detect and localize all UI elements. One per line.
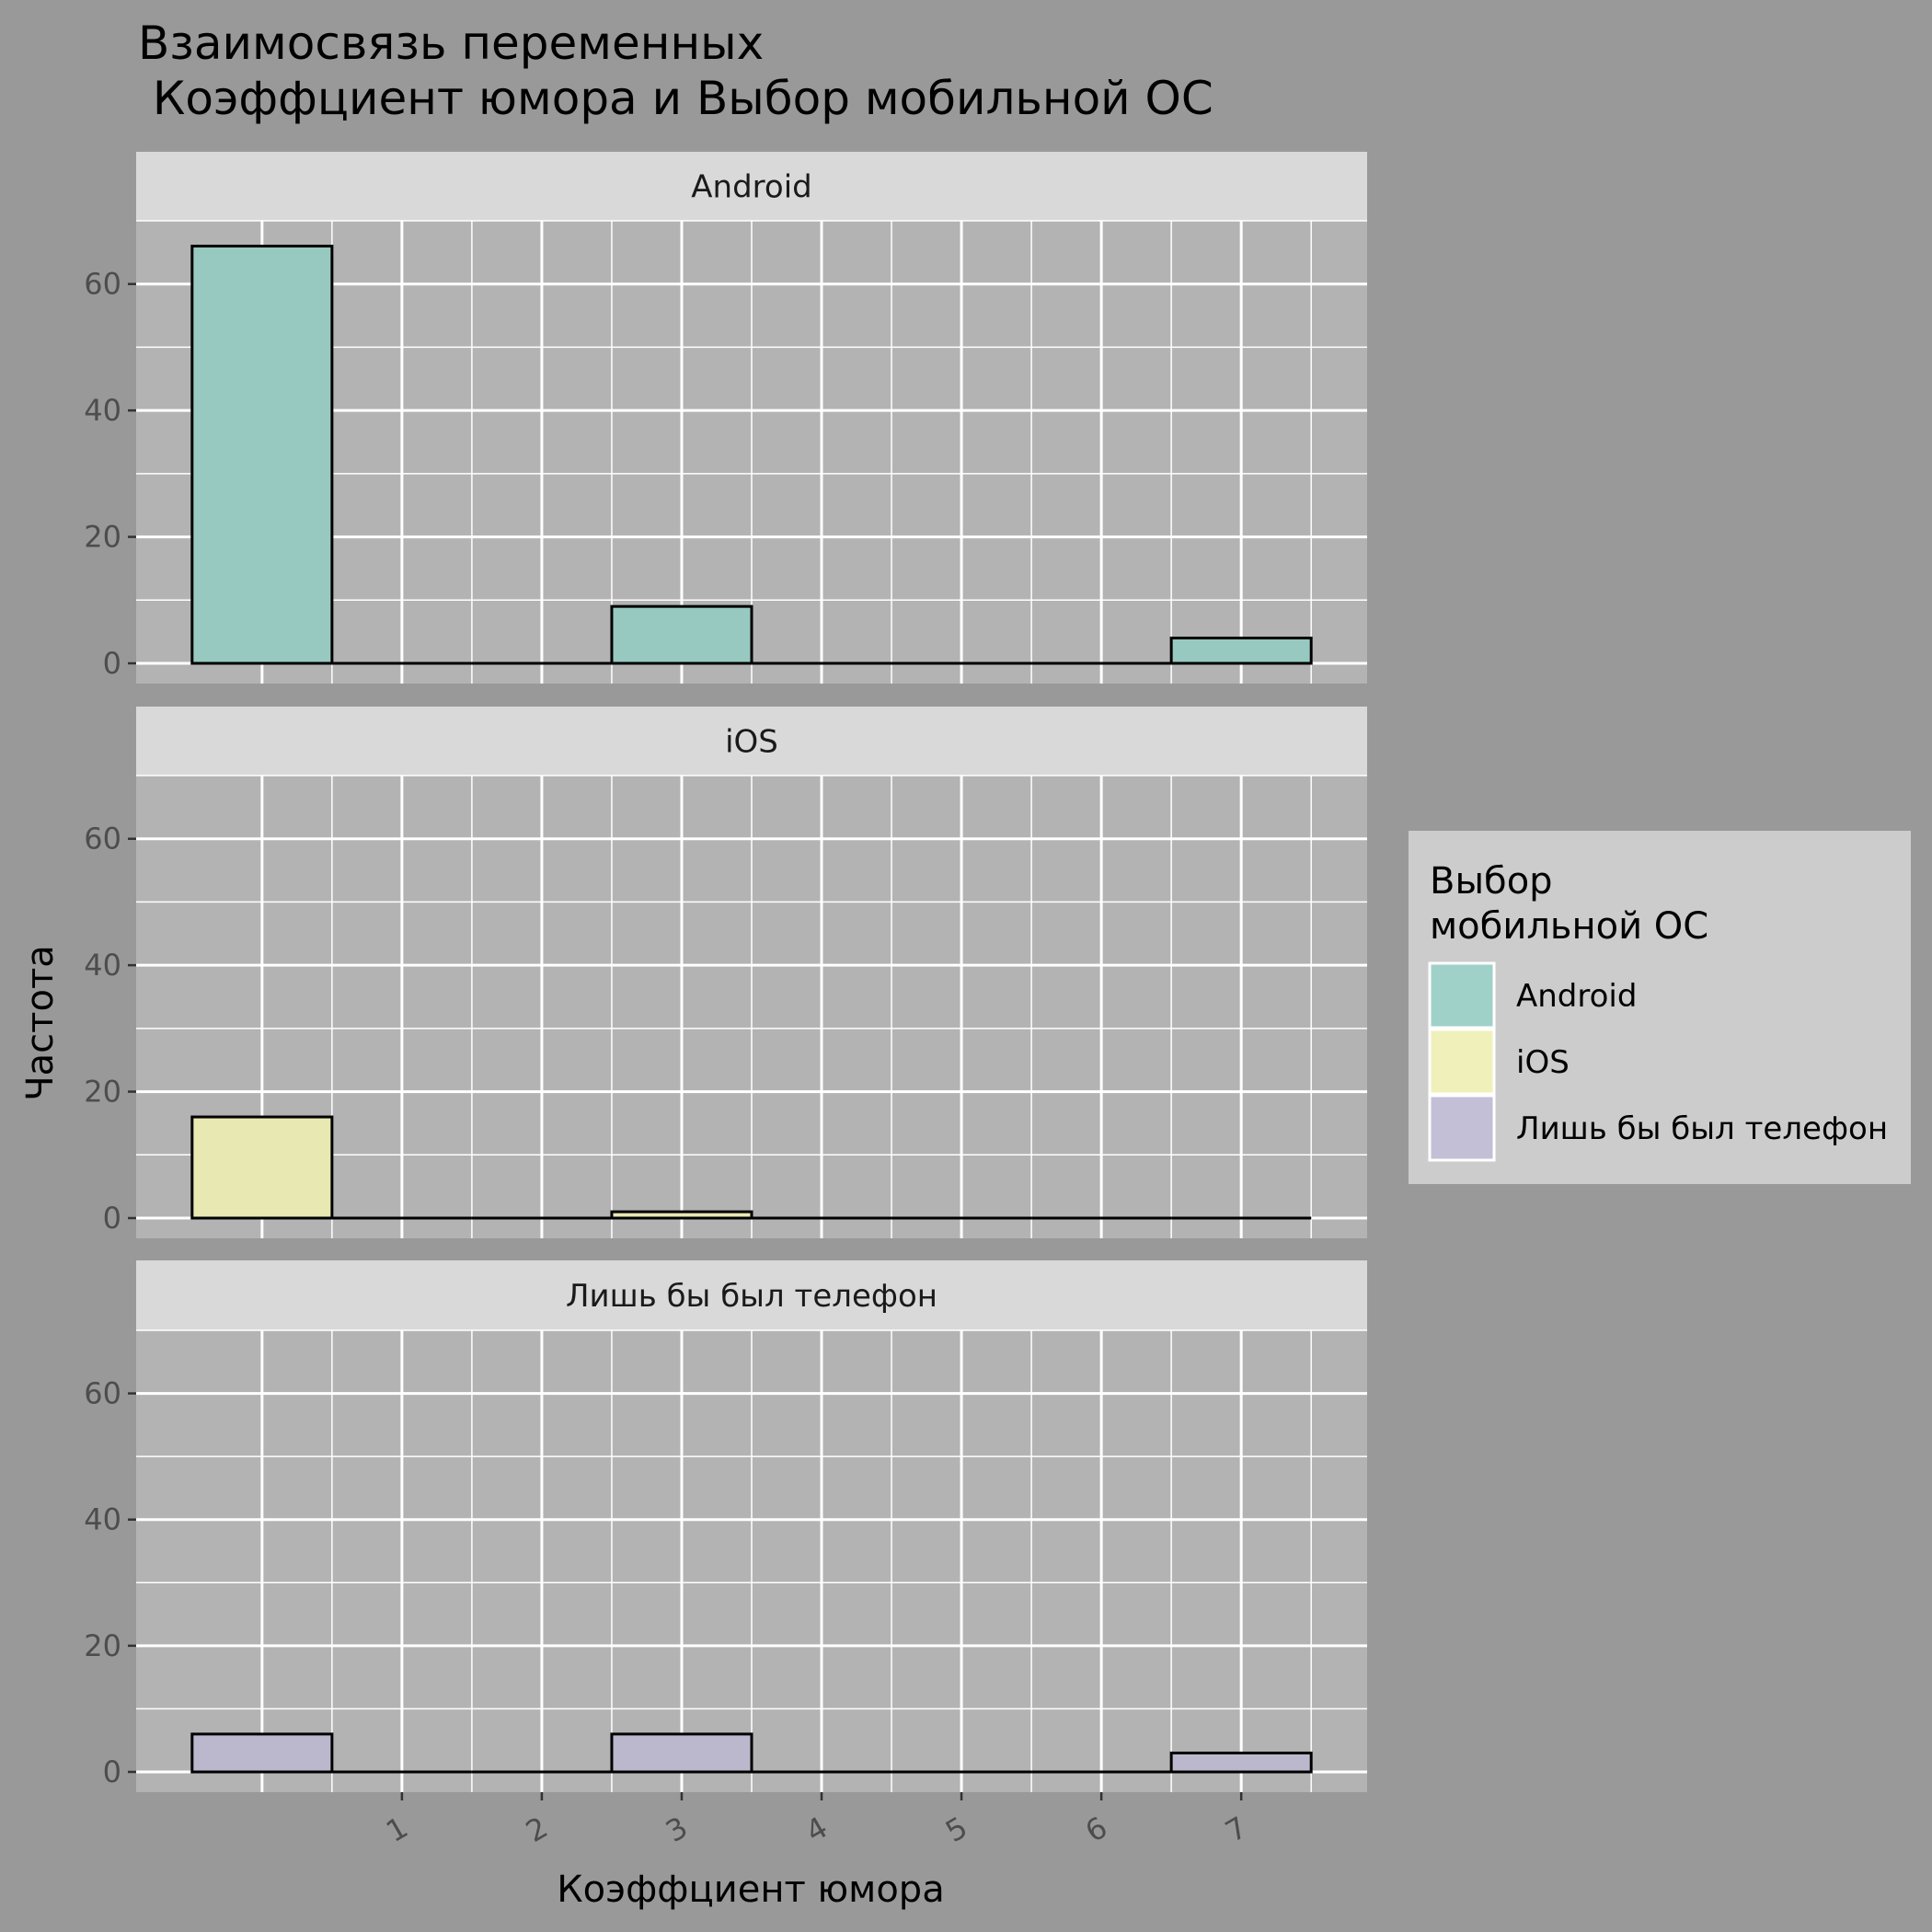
facet-panel-3: Лишь бы был телефон 0 20 40 60	[84, 1260, 1367, 1792]
chart-title-line-2: Коэффциент юмора и Выбор мобильной ОС	[138, 72, 1213, 125]
y-tick-label: 0	[103, 646, 121, 681]
chart-title: Взаимосвязь переменных Коэффциент юмора …	[138, 17, 1213, 125]
histogram-bar	[1169, 637, 1313, 665]
facet-strip-background	[136, 1260, 1367, 1330]
histogram-bar	[190, 1732, 334, 1774]
facet-panel-1: Android 0 20 40 60	[84, 152, 1367, 684]
legend-key-swatch	[1428, 961, 1496, 1029]
facet-strip-background	[136, 152, 1367, 221]
histogram-bar	[190, 244, 334, 665]
legend-key-label: Лишь бы был телефон	[1516, 1110, 1888, 1147]
y-tick-label: 40	[84, 948, 121, 983]
legend-key-swatch	[1428, 1094, 1496, 1162]
histogram-bar	[610, 604, 753, 665]
legend-key-label: iOS	[1516, 1044, 1570, 1081]
legend-key-swatch	[1428, 1028, 1496, 1096]
y-tick-label: 20	[84, 520, 121, 555]
y-axis-title: Частота	[19, 945, 62, 1101]
histogram-bar	[1169, 1751, 1313, 1774]
y-tick-label: 60	[84, 822, 121, 857]
legend-title-line: Выбор	[1430, 860, 1553, 903]
facet-strip-label: iOS	[725, 724, 778, 761]
histogram-bar	[610, 1210, 753, 1220]
y-tick-label: 0	[103, 1201, 121, 1236]
y-tick-label: 40	[84, 393, 121, 428]
facet-strip-label: Android	[691, 169, 811, 206]
x-axis-title: Коэффциент юмора	[557, 1869, 944, 1911]
facet-strip-label: Лишь бы был телефон	[566, 1278, 937, 1315]
histogram-bar	[190, 1115, 334, 1220]
y-tick-label: 60	[84, 267, 121, 302]
y-tick-label: 0	[103, 1754, 121, 1789]
facet-strip-background	[136, 707, 1367, 776]
chart-title-line-1: Взаимосвязь переменных	[138, 17, 764, 70]
facet-panel-2: iOS 0 20 40 60	[84, 707, 1367, 1238]
y-tick-label: 20	[84, 1075, 121, 1110]
legend-key-label: Android	[1516, 978, 1637, 1015]
y-tick-label: 20	[84, 1628, 121, 1663]
legend-title-line: мобильной ОС	[1430, 905, 1708, 948]
histogram-bar	[610, 1732, 753, 1774]
y-tick-label: 40	[84, 1502, 121, 1537]
y-tick-label: 60	[84, 1376, 121, 1411]
